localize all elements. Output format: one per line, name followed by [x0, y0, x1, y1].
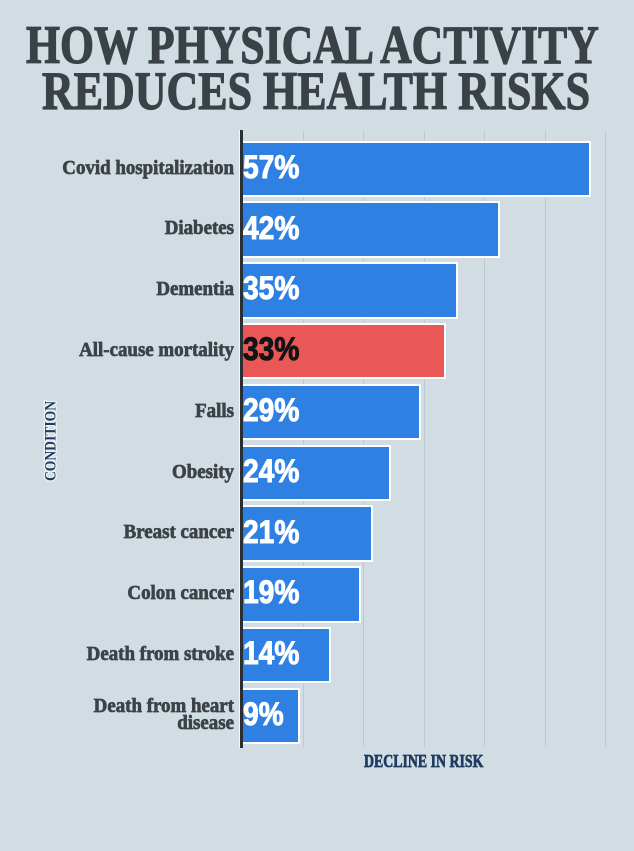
svg-text:CONDITION: CONDITION [42, 401, 59, 481]
